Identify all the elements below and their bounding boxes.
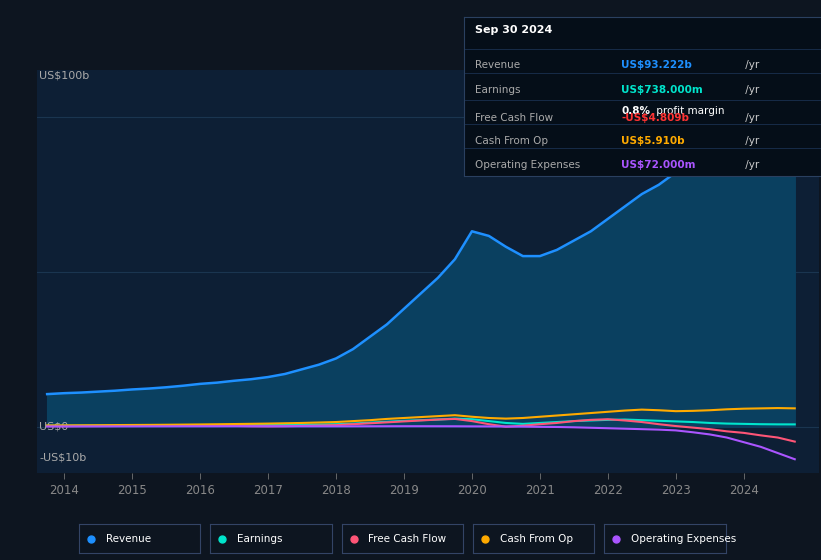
Text: -US$10b: -US$10b [39,452,86,463]
Text: 0.8%: 0.8% [621,106,650,116]
Text: Revenue: Revenue [475,60,520,70]
Text: -US$4.809b: -US$4.809b [621,113,689,123]
Text: Cash From Op: Cash From Op [500,534,572,544]
Text: Revenue: Revenue [106,534,151,544]
Text: US$100b: US$100b [39,70,89,80]
Text: Operating Expenses: Operating Expenses [475,160,580,170]
Text: Earnings: Earnings [237,534,282,544]
Text: US$72.000m: US$72.000m [621,160,695,170]
Text: /yr: /yr [742,86,759,95]
Text: /yr: /yr [742,160,759,170]
Text: US$738.000m: US$738.000m [621,86,703,95]
Text: Sep 30 2024: Sep 30 2024 [475,25,552,35]
Text: US$93.222b: US$93.222b [621,60,692,70]
Text: Earnings: Earnings [475,86,520,95]
Text: /yr: /yr [742,113,759,123]
Text: Operating Expenses: Operating Expenses [631,534,736,544]
Text: profit margin: profit margin [654,106,725,116]
Text: Free Cash Flow: Free Cash Flow [475,113,553,123]
Text: /yr: /yr [742,137,759,147]
Text: US$0: US$0 [39,422,68,432]
Text: Free Cash Flow: Free Cash Flow [369,534,447,544]
Text: US$5.910b: US$5.910b [621,137,685,147]
Text: Cash From Op: Cash From Op [475,137,548,147]
Text: /yr: /yr [742,60,759,70]
